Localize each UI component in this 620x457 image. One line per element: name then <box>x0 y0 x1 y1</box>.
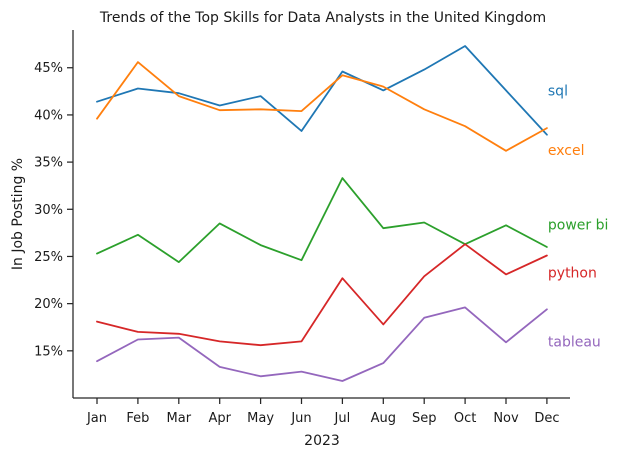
series-layer <box>96 45 548 382</box>
series-label-python: python <box>548 266 597 282</box>
series-line-sql <box>96 45 548 136</box>
x-tick-label: Feb <box>126 411 149 426</box>
ticks-layer: 15% 20% 25% 30% 35% 40% 45% Jan Feb Mar Apr May Jun J… <box>34 61 559 426</box>
y-tick-label: 35% <box>34 156 63 171</box>
series-line-python <box>96 243 548 347</box>
y-tick-label: 15% <box>34 344 63 359</box>
x-tick-label: Aug <box>371 411 396 426</box>
y-axis-label: In Job Posting % <box>10 158 26 270</box>
series-labels-layer: sql excel power bi python tableau <box>548 83 609 350</box>
series-label-power-bi: power bi <box>548 217 609 233</box>
x-tick-label: Jul <box>334 411 351 426</box>
chart-title: Trends of the Top Skills for Data Analys… <box>99 10 546 26</box>
x-tick-label: Nov <box>493 411 519 426</box>
x-tick-label: Dec <box>534 411 559 426</box>
series-label-sql: sql <box>548 83 568 99</box>
series-label-tableau: tableau <box>548 334 601 350</box>
x-tick-label: Jan <box>86 411 107 426</box>
y-tick-label: 25% <box>34 250 63 265</box>
x-tick-label: Apr <box>208 411 231 426</box>
series-line-power-bi <box>96 177 548 264</box>
x-axis-label: 2023 <box>304 433 340 449</box>
y-tick-label: 30% <box>34 203 63 218</box>
series-line-excel <box>96 61 548 152</box>
series-line-tableau <box>96 306 548 382</box>
y-tick-label: 40% <box>34 108 63 123</box>
x-tick-label: Oct <box>454 411 476 426</box>
x-tick-label: Sep <box>412 411 437 426</box>
y-tick-label: 45% <box>34 61 63 76</box>
series-label-excel: excel <box>548 143 585 159</box>
x-tick-label: Jun <box>290 411 311 426</box>
x-tick-label: May <box>247 411 274 426</box>
y-tick-label: 20% <box>34 297 63 312</box>
x-tick-label: Mar <box>167 411 192 426</box>
